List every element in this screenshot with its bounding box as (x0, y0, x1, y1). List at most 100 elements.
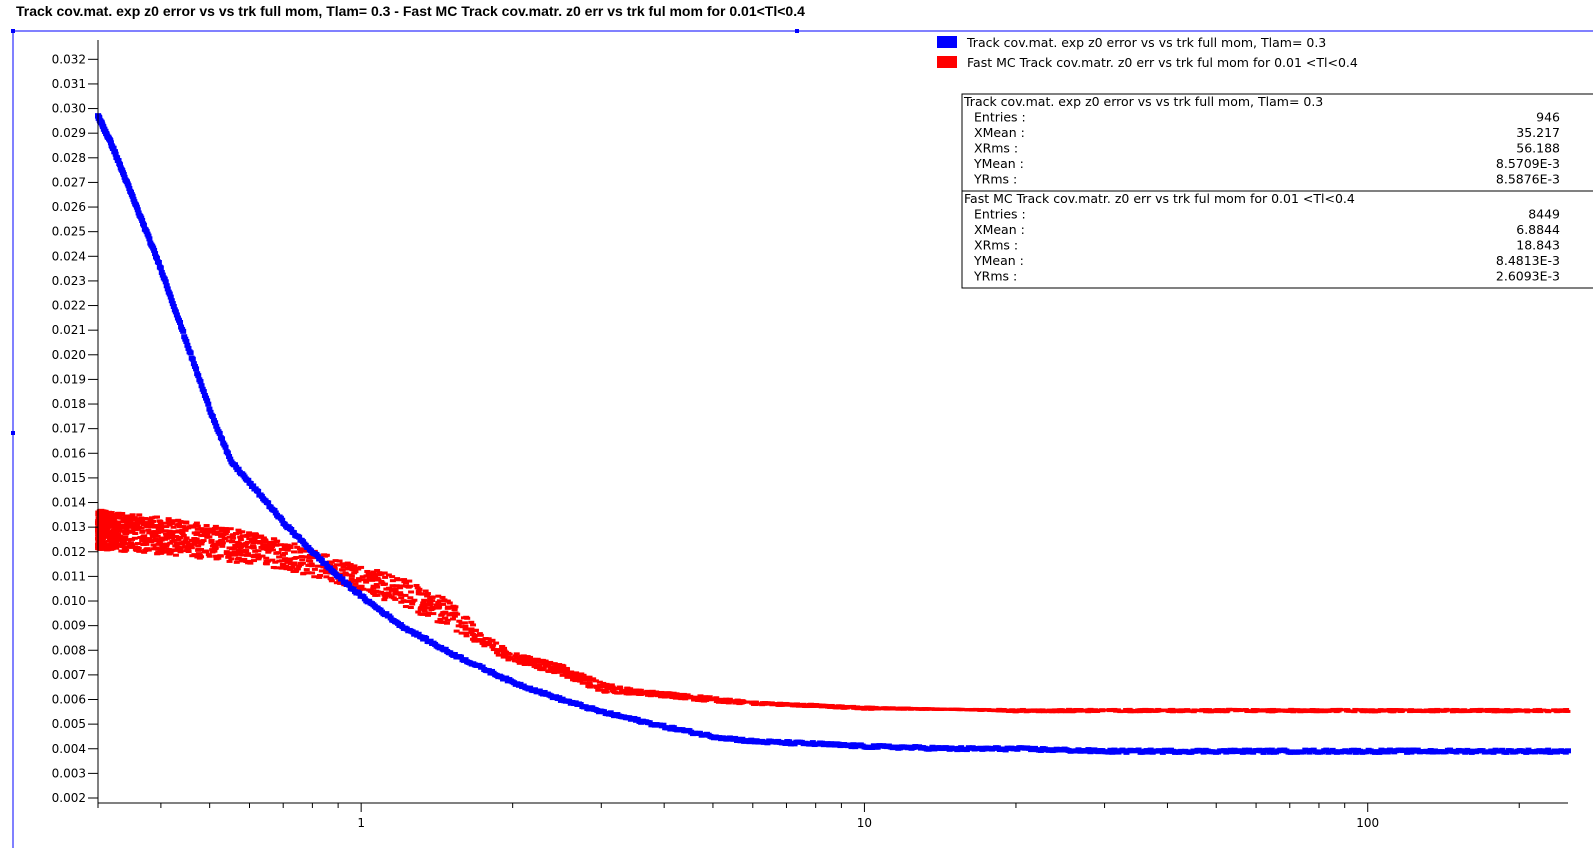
data-point-track-cov (224, 450, 231, 456)
y-tick-label: 0.020 (52, 348, 86, 362)
data-point-fast-mc (421, 609, 428, 613)
data-point-fast-mc (215, 542, 222, 546)
data-point-fast-mc (392, 592, 399, 596)
data-point-fast-mc (127, 541, 134, 545)
data-point-fast-mc (1194, 708, 1201, 712)
stats-row-label: Entries : (974, 207, 1026, 222)
data-point-fast-mc (1081, 708, 1088, 712)
data-point-track-cov (151, 247, 158, 253)
stats-row-value: 8449 (1528, 207, 1560, 222)
data-point-fast-mc (1336, 707, 1343, 711)
data-point-fast-mc (519, 661, 526, 665)
data-point-track-cov (184, 342, 191, 348)
data-point-fast-mc (441, 598, 448, 602)
data-point-fast-mc (463, 631, 470, 635)
chart-title: Track cov.mat. exp z0 error vs vs trk fu… (16, 3, 805, 19)
data-point-fast-mc (577, 679, 584, 683)
data-point-fast-mc (315, 564, 322, 568)
data-point-fast-mc (294, 567, 301, 571)
data-point-fast-mc (536, 664, 543, 668)
data-point-fast-mc (619, 689, 626, 693)
data-point-fast-mc (426, 599, 433, 603)
data-point-fast-mc (127, 520, 134, 524)
data-point-fast-mc (970, 708, 977, 712)
data-point-fast-mc (255, 555, 262, 559)
data-point-fast-mc (203, 524, 210, 528)
data-point-fast-mc (1046, 709, 1053, 713)
data-point-fast-mc (1068, 708, 1075, 712)
data-point-fast-mc (1203, 710, 1210, 714)
data-point-fast-mc (617, 687, 624, 691)
data-point-fast-mc (537, 660, 544, 664)
data-point-track-cov (556, 695, 563, 701)
data-point-fast-mc (163, 542, 170, 546)
data-point-fast-mc (533, 666, 540, 670)
data-point-fast-mc (142, 517, 149, 521)
data-point-fast-mc (138, 521, 145, 525)
data-point-fast-mc (596, 680, 603, 684)
data-point-fast-mc (436, 605, 443, 609)
data-point-fast-mc (306, 563, 313, 567)
data-point-fast-mc (1183, 709, 1190, 713)
data-point-fast-mc (1522, 709, 1529, 713)
data-point-fast-mc (355, 577, 362, 581)
data-point-track-cov (170, 303, 177, 309)
data-point-fast-mc (333, 563, 340, 567)
data-point-fast-mc (185, 526, 192, 530)
data-point-fast-mc (799, 702, 806, 706)
data-point-track-cov (660, 722, 667, 728)
data-point-fast-mc (478, 638, 485, 642)
data-point-fast-mc (1076, 708, 1083, 712)
data-point-fast-mc (693, 695, 700, 699)
stats-row-label: YRms : (973, 269, 1017, 284)
data-point-fast-mc (209, 544, 216, 548)
data-point-track-cov (346, 582, 353, 588)
data-point-fast-mc (193, 532, 200, 536)
y-tick-label: 0.031 (52, 77, 86, 91)
data-point-fast-mc (97, 542, 104, 546)
data-point-fast-mc (1397, 709, 1404, 713)
data-point-fast-mc (669, 696, 676, 700)
data-point-fast-mc (1161, 708, 1168, 712)
data-point-fast-mc (316, 575, 323, 579)
data-point-fast-mc (526, 662, 533, 666)
data-point-fast-mc (418, 606, 425, 610)
data-point-fast-mc (226, 539, 233, 543)
data-point-fast-mc (1313, 710, 1320, 714)
data-point-fast-mc (464, 616, 471, 620)
data-point-fast-mc (374, 590, 381, 594)
data-point-fast-mc (441, 616, 448, 620)
data-point-fast-mc (201, 550, 208, 554)
data-point-fast-mc (397, 591, 404, 595)
data-point-fast-mc (175, 536, 182, 540)
data-point-fast-mc (158, 536, 165, 540)
data-point-fast-mc (401, 580, 408, 584)
data-point-fast-mc (367, 574, 374, 578)
data-point-track-cov (339, 576, 346, 582)
data-point-fast-mc (436, 599, 443, 603)
data-point-fast-mc (134, 542, 141, 546)
data-point-fast-mc (352, 566, 359, 570)
data-point-fast-mc (738, 699, 745, 703)
frame-handle (11, 29, 15, 33)
data-point-track-cov (222, 444, 229, 450)
data-point-fast-mc (490, 647, 497, 651)
data-point-fast-mc (236, 531, 243, 535)
data-point-fast-mc (150, 543, 157, 547)
data-point-fast-mc (238, 559, 245, 563)
data-point-fast-mc (349, 579, 356, 583)
data-point-fast-mc (370, 573, 377, 577)
data-point-fast-mc (158, 538, 165, 542)
stats-row-label: YMean : (973, 253, 1024, 268)
data-point-fast-mc (470, 623, 477, 627)
stats-row-label: Entries : (974, 110, 1026, 125)
data-point-fast-mc (108, 515, 115, 519)
data-point-fast-mc (400, 599, 407, 603)
data-point-fast-mc (427, 602, 434, 606)
data-point-fast-mc (170, 525, 177, 529)
data-point-fast-mc (218, 542, 225, 546)
data-point-fast-mc (440, 611, 447, 615)
data-point-fast-mc (120, 529, 127, 533)
data-point-fast-mc (415, 589, 422, 593)
